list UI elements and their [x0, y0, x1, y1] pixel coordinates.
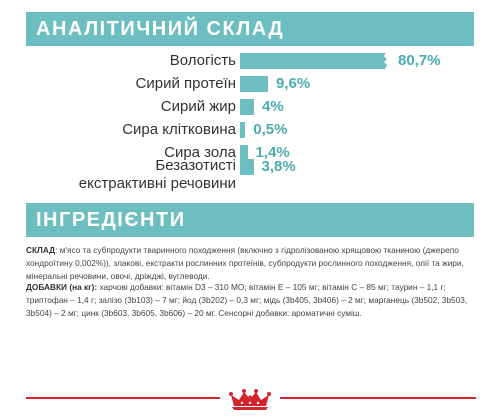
- row-bar: [240, 76, 268, 92]
- ingredients-section-header: ІНГРЕДІЄНТИ: [26, 203, 474, 237]
- row-bar-track: [240, 145, 400, 161]
- composition-text: : м'ясо та субпродукти тваринного походж…: [26, 245, 464, 281]
- composition-paragraph: СКЛАД: м'ясо та субпродукти тваринного п…: [26, 244, 476, 283]
- row-bar-track: [240, 53, 400, 69]
- row-bar-track: [240, 159, 400, 175]
- row-label-line1: Безазотисті: [155, 157, 236, 174]
- analysis-row-fat: Сирий жир 4%: [0, 96, 500, 118]
- additives-text: харчові добавки: вітамін D3 – 310 МО; ві…: [26, 282, 468, 318]
- bar-torn-edge: [380, 53, 387, 69]
- row-bar-track: [240, 76, 400, 92]
- row-label: Сирий протеїн: [135, 75, 236, 92]
- row-bar: [240, 145, 248, 161]
- analysis-row-protein: Сирий протеїн 9,6%: [0, 73, 500, 95]
- composition-heading: СКЛАД: [26, 245, 56, 255]
- row-bar: [240, 53, 380, 69]
- row-label: Сира клітковина: [122, 121, 236, 138]
- analysis-row-ash: Сира зола 1,4%: [0, 142, 500, 164]
- row-value: 4%: [262, 98, 284, 115]
- row-label: Вологість: [169, 52, 236, 69]
- row-bar-track: [240, 122, 400, 138]
- row-bar: [240, 122, 246, 138]
- footer-divider-right: [280, 397, 476, 399]
- additives-heading: ДОБАВКИ (на кг):: [26, 282, 98, 292]
- row-value: 3,8%: [261, 158, 296, 175]
- row-value: 9,6%: [276, 75, 311, 92]
- analysis-row-moisture: Вологість 80,7%: [0, 50, 500, 72]
- row-bar-track: [240, 99, 400, 115]
- analysis-row-fibre: Сира клітковина 0,5%: [0, 119, 500, 141]
- footer-divider-left: [26, 397, 220, 399]
- row-label: Сирий жир: [160, 98, 236, 115]
- row-bar: [240, 159, 254, 175]
- analysis-row-nfe: Безазотисті екстрактивні речовини 3,8%: [0, 156, 500, 196]
- analysis-section-header: АНАЛІТИЧНИЙ СКЛАД: [26, 12, 474, 46]
- row-bar: [240, 99, 254, 115]
- ingredients-title: ІНГРЕДІЄНТИ: [36, 208, 186, 231]
- row-value: 80,7%: [398, 52, 441, 69]
- analysis-title: АНАЛІТИЧНИЙ СКЛАД: [36, 17, 285, 40]
- row-value: 0,5%: [253, 121, 288, 138]
- row-label: Безазотисті екстрактивні речовини: [79, 157, 236, 193]
- row-label: Сира зола: [164, 144, 236, 161]
- royal-canin-crown-icon: [229, 389, 271, 410]
- additives-paragraph: ДОБАВКИ (на кг): харчові добавки: вітамі…: [26, 281, 476, 320]
- row-label-line2: екстрактивні речовини: [78, 175, 236, 192]
- row-value: 1,4%: [255, 144, 290, 161]
